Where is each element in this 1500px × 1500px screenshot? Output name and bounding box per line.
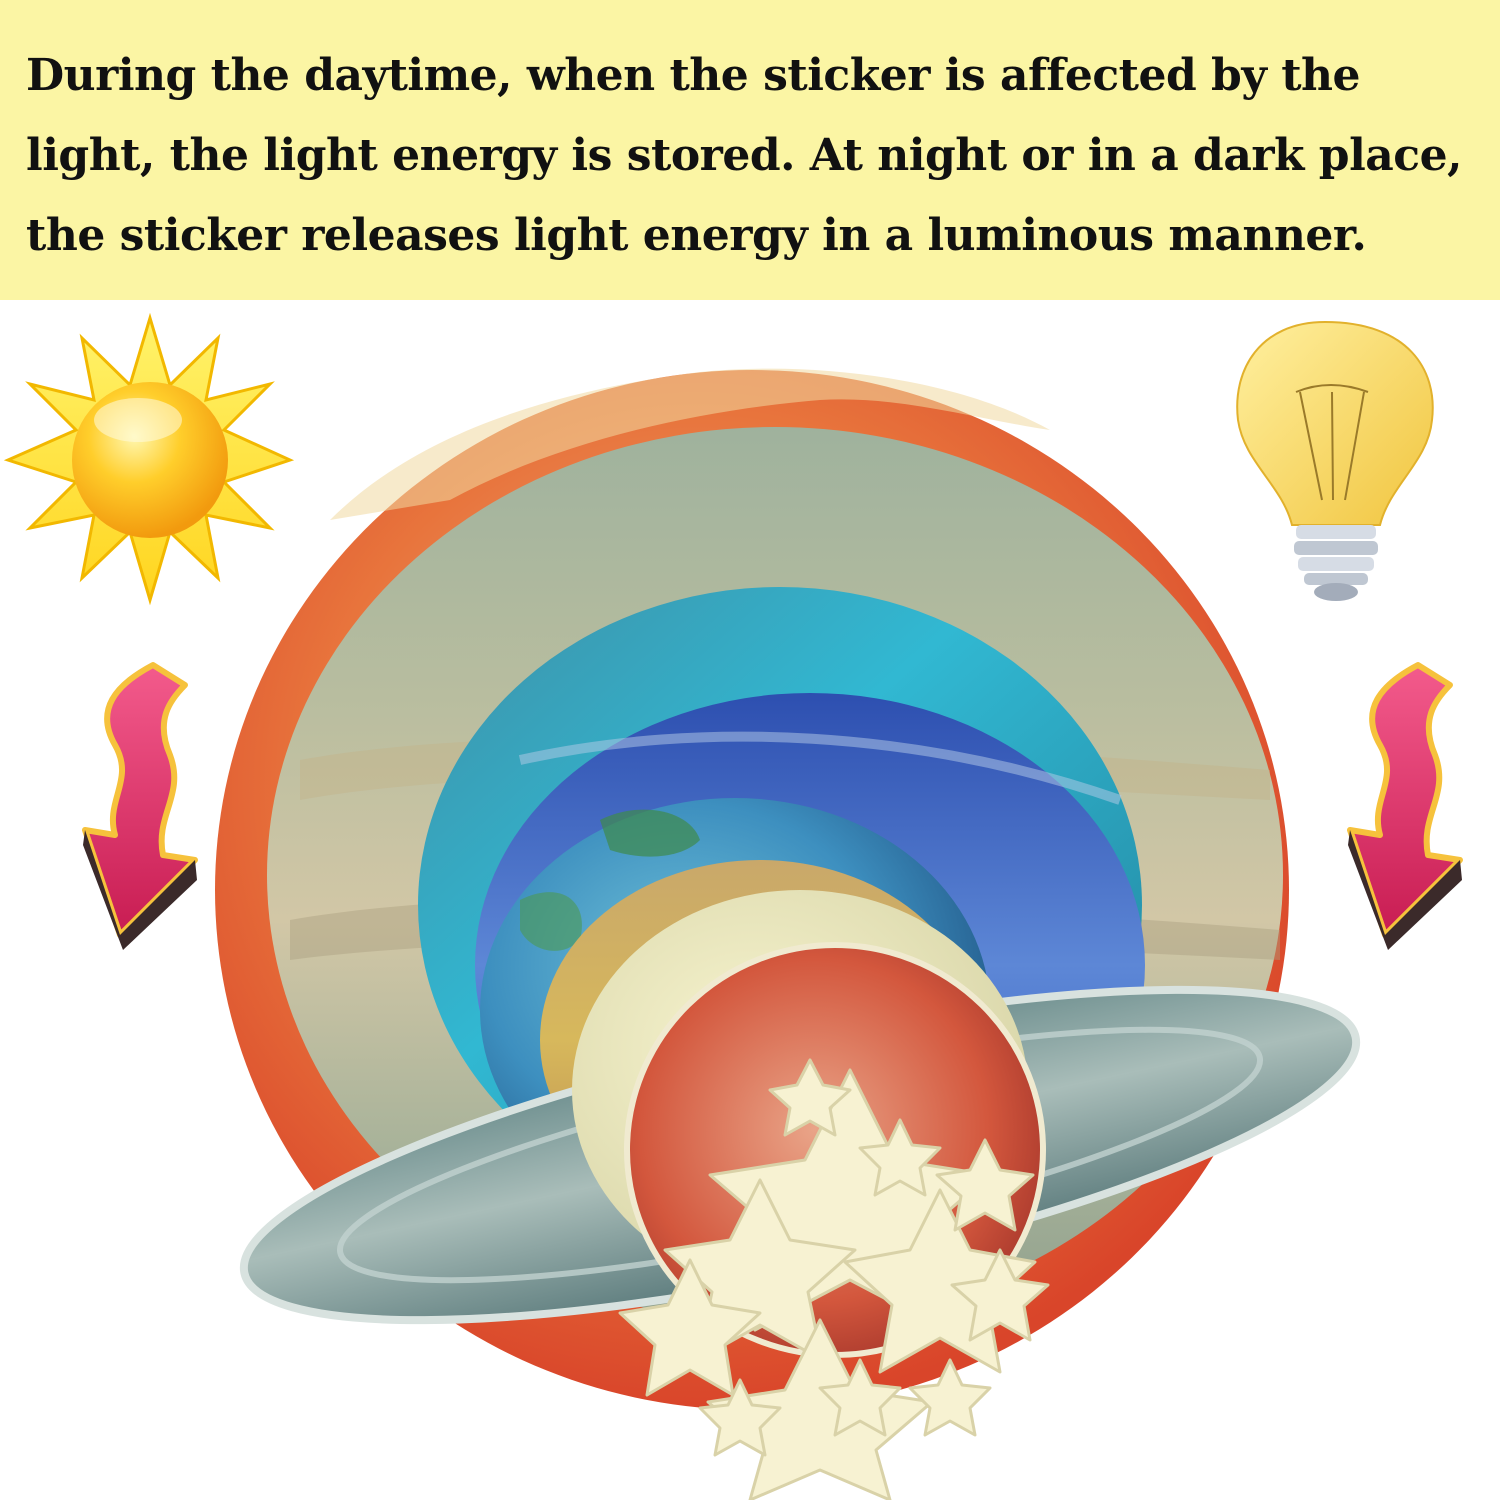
light-bulb-icon (1236, 320, 1434, 601)
caption-banner: During the daytime, when the sticker is … (0, 0, 1500, 300)
sun-icon (3, 312, 295, 606)
caption-text: During the daytime, when the sticker is … (26, 50, 1462, 261)
illustration (0, 300, 1500, 1500)
glow-stars (618, 1058, 1050, 1500)
illustration-svg (3, 312, 1463, 1500)
curved-arrow-down-icon (1347, 662, 1463, 950)
curved-arrow-down-icon (82, 662, 198, 950)
